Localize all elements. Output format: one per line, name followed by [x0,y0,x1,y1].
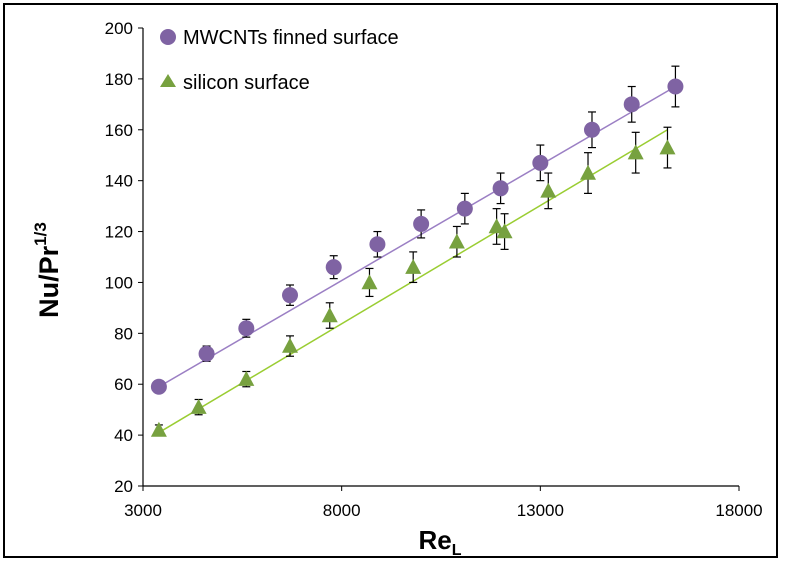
data-point-mwcnts [369,236,386,253]
x-tick-label: 3000 [124,501,162,520]
x-tick-label: 18000 [715,501,762,520]
data-point-mwcnts [150,378,167,395]
y-tick-label: 160 [105,121,133,140]
data-point-silicon [282,337,299,353]
data-point-mwcnts [282,287,299,304]
data-point-mwcnts [492,180,509,197]
data-point-silicon [190,398,207,414]
y-tick-label: 80 [114,324,133,343]
data-point-silicon [659,139,676,155]
y-tick-label: 200 [105,19,133,38]
data-point-silicon [627,144,644,160]
data-point-mwcnts [238,320,255,337]
x-tick-label: 8000 [323,501,361,520]
data-point-silicon [321,307,338,323]
legend-marker-triangle [160,74,176,87]
trendlines [158,85,676,434]
legend: MWCNTs finned surface silicon surface [160,27,399,94]
data-point-silicon [488,218,505,234]
y-axis-label-main: Nu/Pr [34,245,64,318]
y-axis-label-superscript: 1/3 [31,222,50,246]
data-point-mwcnts [413,215,430,232]
axes [142,28,739,487]
legend-label-mwcnts: MWCNTs finned surface [183,27,399,49]
data-point-silicon [150,421,167,437]
data-point-silicon [540,182,557,198]
data-point-mwcnts [532,154,549,171]
data-point-mwcnts [198,345,215,362]
error-bars [154,65,680,436]
data-markers [150,78,684,437]
data-point-silicon [238,370,255,386]
legend-label-silicon: silicon surface [183,72,310,94]
x-axis-label: ReL [418,525,461,559]
data-point-silicon [448,233,465,249]
legend-item-silicon: silicon surface [160,72,310,94]
y-axis-label: Nu/Pr1/3 [31,222,64,318]
x-axis-label-subscript: L [452,542,462,559]
data-point-mwcnts [583,121,600,138]
x-axis-ticks: 3000 8000 13000 18000 [124,486,763,520]
data-point-mwcnts [623,96,640,113]
data-point-mwcnts [667,78,684,95]
chart-frame [3,3,778,558]
y-tick-label: 60 [114,375,133,394]
y-tick-label: 20 [114,477,133,496]
y-tick-label: 140 [105,172,133,191]
x-axis-label-main: Re [418,525,451,555]
data-point-silicon [361,274,378,290]
data-point-mwcnts [456,200,473,217]
y-axis-ticks: 20 40 60 80 100 120 140 160 180 200 [105,19,143,496]
data-point-silicon [580,164,597,180]
y-tick-label: 40 [114,426,133,445]
y-tick-label: 180 [105,70,133,89]
data-point-silicon [405,258,422,274]
legend-marker-circle [160,29,176,45]
y-tick-label: 120 [105,223,133,242]
y-tick-label: 100 [105,273,133,292]
data-point-silicon [496,223,513,239]
x-tick-label: 13000 [517,501,564,520]
legend-item-mwcnts: MWCNTs finned surface [160,27,399,49]
data-point-mwcnts [325,259,342,276]
